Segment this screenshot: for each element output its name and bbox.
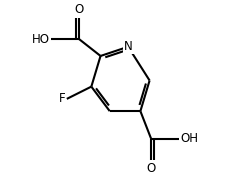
Text: F: F <box>59 92 65 105</box>
Text: O: O <box>74 3 84 16</box>
Text: O: O <box>146 162 156 175</box>
Text: OH: OH <box>180 132 198 145</box>
Text: HO: HO <box>32 33 50 46</box>
Text: N: N <box>124 40 132 53</box>
